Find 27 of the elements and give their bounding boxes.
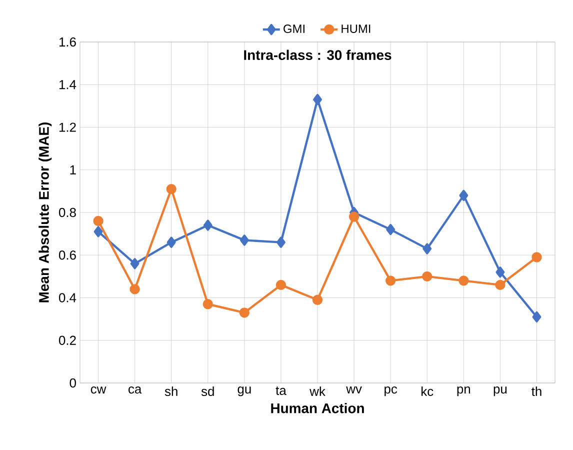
x-tick-label: pu	[494, 386, 507, 396]
y-tick-label: 0	[70, 378, 76, 388]
x-tick-label: pn	[457, 386, 470, 396]
legend-label: GMI	[284, 24, 304, 34]
y-tick-label: 0.8	[58, 208, 76, 218]
y-tick-label: 1.4	[59, 80, 76, 90]
y-tick-label: 0.2	[58, 336, 76, 345]
y-tick-label: 1.2	[59, 122, 76, 132]
x-tick-label: wv	[346, 386, 362, 394]
y-tick-label: 1	[70, 165, 76, 174]
x-tick-label: ca	[128, 386, 142, 394]
x-tick-label: sd	[201, 386, 214, 396]
y-axis-title: Mean Absolute Error (MAE)	[38, 122, 52, 302]
x-tick-label: pc	[384, 386, 398, 396]
y-tick-label: 0.6	[58, 250, 76, 260]
legend-label: HUMI	[342, 24, 370, 33]
x-tick-label: ta	[276, 386, 286, 396]
x-tick-label: kc	[422, 386, 434, 396]
chart-title: Intra-class : 30 frames	[244, 50, 392, 60]
x-tick-label: th	[532, 386, 542, 396]
y-tick-label: 1.6	[59, 37, 76, 47]
x-tick-label: sh	[164, 386, 178, 396]
y-tick-label: 0.4	[58, 293, 76, 302]
x-tick-label: cw	[90, 386, 106, 394]
x-tick-label: gu	[238, 386, 251, 396]
x-tick-label: wk	[310, 386, 326, 396]
x-axis-title: Human Action	[271, 403, 364, 414]
